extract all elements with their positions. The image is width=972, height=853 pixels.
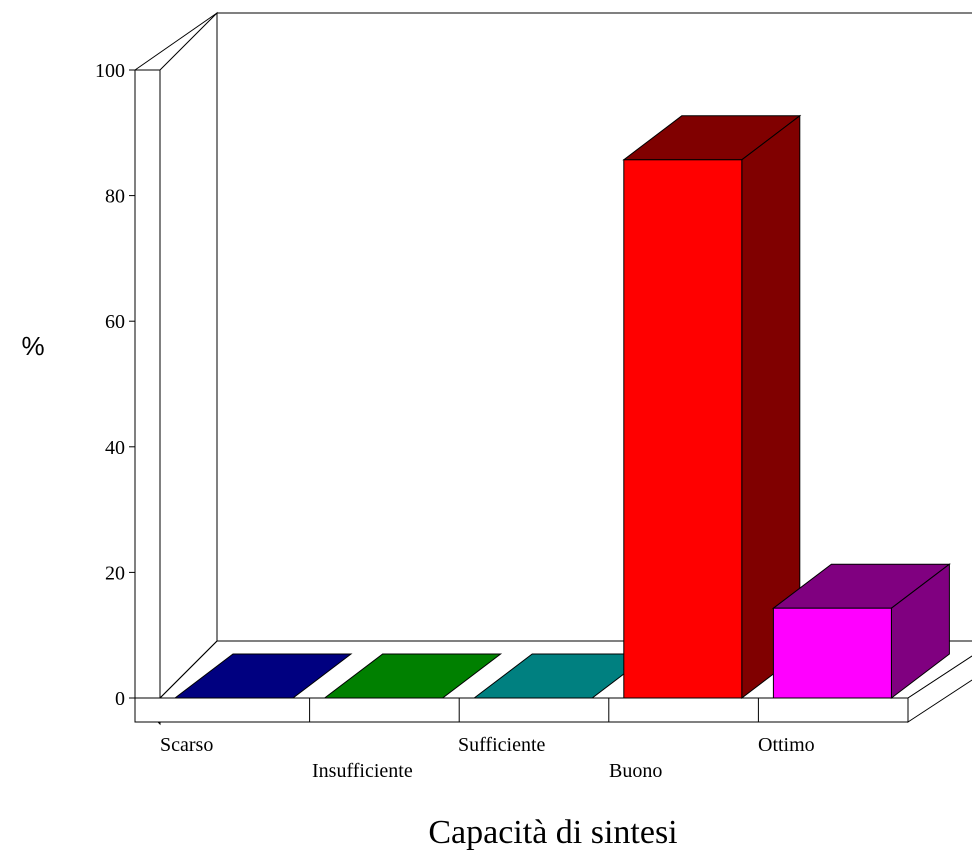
bar-insufficiente <box>323 653 503 699</box>
y-axis-wall-edge <box>134 69 161 726</box>
bar-scarso <box>173 653 353 699</box>
y-axis-top-edge <box>134 12 218 71</box>
x-axis-label: Capacità di sintesi <box>428 814 677 851</box>
category-label: Insufficiente <box>312 760 413 782</box>
bar-ottimo <box>771 563 951 700</box>
category-label: Sufficiente <box>458 734 546 756</box>
y-tick-label: 40 <box>105 437 125 459</box>
y-tick-label: 60 <box>105 311 125 333</box>
bar-buono <box>622 114 802 700</box>
bar-top <box>323 653 503 699</box>
y-tick-label: 0 <box>115 688 125 710</box>
x-axis-categories: Scarso Insufficiente Sufficiente Buono Ottim… <box>160 734 815 782</box>
left-wall <box>159 11 218 700</box>
y-axis-label: % <box>21 331 44 361</box>
y-tick-label: 20 <box>105 562 125 584</box>
y-axis: 0 20 40 60 80 100 <box>95 60 135 710</box>
category-label: Ottimo <box>758 734 815 756</box>
category-label: Scarso <box>160 734 213 756</box>
y-tick-label: 100 <box>95 60 125 82</box>
bars <box>173 114 951 700</box>
floor-side-slab <box>907 655 972 723</box>
bar-front <box>772 607 892 699</box>
category-label: Buono <box>609 760 662 782</box>
bar-top <box>173 653 353 699</box>
back-wall <box>216 12 972 642</box>
floor-front-slab <box>134 697 909 723</box>
y-tick-label: 80 <box>105 186 125 208</box>
bar-front <box>623 159 743 699</box>
